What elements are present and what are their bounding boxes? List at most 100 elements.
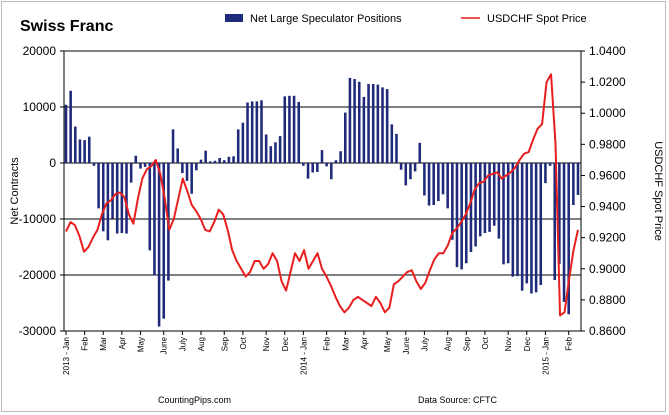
x-tick-label: Apr bbox=[118, 337, 127, 350]
right-tick-label: 0.9600 bbox=[589, 168, 626, 182]
bar bbox=[78, 139, 82, 163]
bar bbox=[330, 163, 333, 180]
bar bbox=[209, 161, 212, 163]
bar bbox=[423, 163, 426, 196]
bar bbox=[376, 84, 380, 163]
bar bbox=[222, 160, 226, 163]
right-tick-label: 1.0200 bbox=[589, 75, 626, 89]
bar bbox=[357, 81, 361, 163]
bar bbox=[492, 163, 496, 226]
bar bbox=[111, 163, 114, 219]
bar bbox=[339, 151, 342, 163]
bar bbox=[334, 160, 338, 163]
bar bbox=[371, 84, 375, 163]
bar bbox=[497, 163, 501, 239]
bar bbox=[181, 163, 184, 174]
bar bbox=[446, 163, 449, 209]
bar bbox=[348, 77, 352, 163]
bar bbox=[432, 163, 435, 205]
bar bbox=[241, 122, 245, 163]
bar bbox=[474, 163, 477, 247]
bar bbox=[218, 157, 221, 163]
bar bbox=[69, 90, 72, 163]
left-tick-label: -30000 bbox=[19, 324, 57, 338]
bar bbox=[539, 163, 543, 286]
bar bbox=[437, 163, 440, 202]
x-tick-label: Feb bbox=[81, 336, 90, 350]
right-tick-label: 0.9400 bbox=[589, 200, 626, 214]
right-tick-label: 0.9800 bbox=[589, 137, 626, 151]
bar bbox=[395, 133, 398, 163]
bar bbox=[530, 163, 533, 294]
bar-series bbox=[64, 77, 580, 327]
bar bbox=[399, 163, 403, 170]
left-tick-label: 0 bbox=[49, 156, 56, 170]
bar bbox=[478, 163, 482, 237]
x-tick-label: May bbox=[383, 337, 392, 352]
bar bbox=[190, 163, 193, 194]
right-tick-label: 0.9200 bbox=[589, 231, 626, 245]
bar bbox=[129, 163, 133, 183]
bar bbox=[572, 163, 575, 205]
bar bbox=[87, 136, 91, 163]
bar bbox=[292, 95, 296, 163]
x-tick-label: Sep bbox=[220, 336, 229, 351]
footer-data-source: Data Source: CFTC bbox=[418, 395, 498, 405]
bar bbox=[320, 150, 324, 163]
x-tick-label: Sep bbox=[462, 336, 471, 351]
bar bbox=[269, 146, 273, 163]
bar bbox=[343, 112, 347, 163]
x-axis: 2013 - Jan Feb Mar Apr May June July Aug Sep Oct N… bbox=[62, 331, 574, 375]
bar bbox=[469, 163, 473, 253]
bar bbox=[101, 163, 105, 232]
bar bbox=[199, 159, 203, 163]
bar bbox=[162, 163, 166, 319]
bar bbox=[195, 163, 198, 171]
bar bbox=[385, 89, 389, 163]
bar bbox=[553, 163, 557, 281]
x-tick-label: Apr bbox=[360, 337, 369, 350]
x-tick-label: Feb bbox=[323, 336, 332, 350]
right-axis: 0.8600 0.8800 0.9000 0.9200 0.9400 0.9600 0.98… bbox=[581, 44, 626, 338]
bar bbox=[548, 163, 552, 166]
bar bbox=[148, 163, 152, 251]
bar bbox=[74, 126, 77, 163]
bar bbox=[567, 163, 570, 315]
right-tick-label: 0.9000 bbox=[589, 262, 626, 276]
bar bbox=[451, 163, 454, 240]
bar bbox=[311, 163, 314, 173]
x-tick-label: 2014 - Jan bbox=[299, 337, 308, 375]
bar bbox=[139, 163, 142, 169]
bar bbox=[353, 79, 356, 163]
bar bbox=[64, 104, 68, 163]
bar bbox=[204, 150, 207, 163]
x-tick-label: Mar bbox=[99, 337, 108, 351]
bar bbox=[185, 163, 189, 181]
bar bbox=[562, 163, 566, 302]
bar bbox=[255, 101, 259, 163]
bar bbox=[441, 163, 445, 195]
bar bbox=[381, 87, 384, 163]
bar bbox=[260, 100, 263, 163]
spot-price-line bbox=[65, 73, 579, 317]
left-tick-label: -20000 bbox=[19, 268, 57, 282]
bar bbox=[120, 163, 124, 233]
bar bbox=[227, 156, 231, 163]
bar bbox=[413, 163, 417, 172]
bar bbox=[213, 160, 217, 163]
bar bbox=[143, 163, 147, 167]
bar bbox=[455, 163, 459, 268]
x-tick-label: Feb bbox=[565, 336, 574, 350]
bar bbox=[516, 163, 519, 277]
bar bbox=[488, 163, 491, 232]
x-tick-label: July bbox=[420, 337, 429, 351]
right-tick-label: 1.0000 bbox=[589, 106, 626, 120]
bar bbox=[576, 163, 580, 195]
bar bbox=[390, 124, 394, 163]
x-tick-label: 2013 - Jan bbox=[62, 337, 71, 375]
chart-title: Swiss Franc bbox=[20, 18, 113, 35]
legend-swatch-positions bbox=[225, 14, 243, 22]
bar bbox=[362, 96, 366, 163]
bar bbox=[325, 163, 328, 167]
bar bbox=[171, 129, 175, 163]
